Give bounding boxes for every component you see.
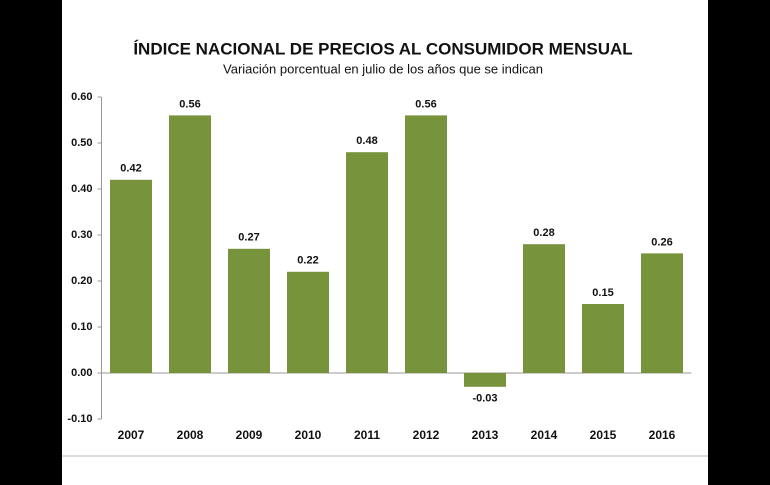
y-tick-label: 0.20 — [71, 275, 92, 287]
y-tick-label: 0.60 — [71, 91, 92, 103]
bar — [523, 244, 565, 373]
x-tick-label: 2013 — [472, 428, 499, 442]
data-label: 0.56 — [179, 98, 200, 110]
bar — [582, 304, 624, 373]
x-tick-label: 2012 — [413, 428, 440, 442]
x-tick-label: 2011 — [354, 428, 380, 442]
data-label: -0.03 — [472, 393, 497, 405]
x-tick-label: 2014 — [531, 428, 558, 442]
bar — [287, 271, 329, 373]
data-label: 0.22 — [297, 255, 318, 267]
data-label: 0.48 — [356, 135, 377, 147]
y-tick-label: 0.50 — [71, 137, 92, 149]
bar — [346, 152, 388, 373]
bar — [110, 179, 152, 373]
y-tick-label: 0.40 — [71, 183, 92, 195]
data-label: 0.26 — [651, 236, 672, 248]
data-label: 0.27 — [238, 232, 259, 244]
data-label: 0.42 — [120, 163, 141, 175]
x-tick-label: 2016 — [649, 428, 676, 442]
data-label: 0.15 — [592, 287, 613, 299]
chart-subtitle: Variación porcentual en julio de los año… — [223, 61, 543, 76]
bar — [464, 373, 506, 387]
y-tick-label: 0.00 — [71, 367, 92, 379]
bar — [169, 115, 211, 374]
bar — [641, 253, 683, 373]
data-label: 0.28 — [533, 227, 554, 239]
y-tick-label: 0.30 — [71, 229, 92, 241]
y-tick-label: -0.10 — [67, 413, 92, 425]
x-tick-label: 2010 — [295, 428, 322, 442]
x-tick-label: 2009 — [236, 428, 263, 442]
bar — [228, 248, 270, 373]
chart-title: ÍNDICE NACIONAL DE PRECIOS AL CONSUMIDOR… — [133, 39, 632, 58]
x-tick-label: 2015 — [590, 428, 617, 442]
x-tick-label: 2007 — [118, 428, 145, 442]
bar — [405, 115, 447, 374]
data-label: 0.56 — [415, 98, 436, 110]
x-tick-label: 2008 — [177, 428, 204, 442]
y-tick-label: 0.10 — [71, 321, 92, 333]
